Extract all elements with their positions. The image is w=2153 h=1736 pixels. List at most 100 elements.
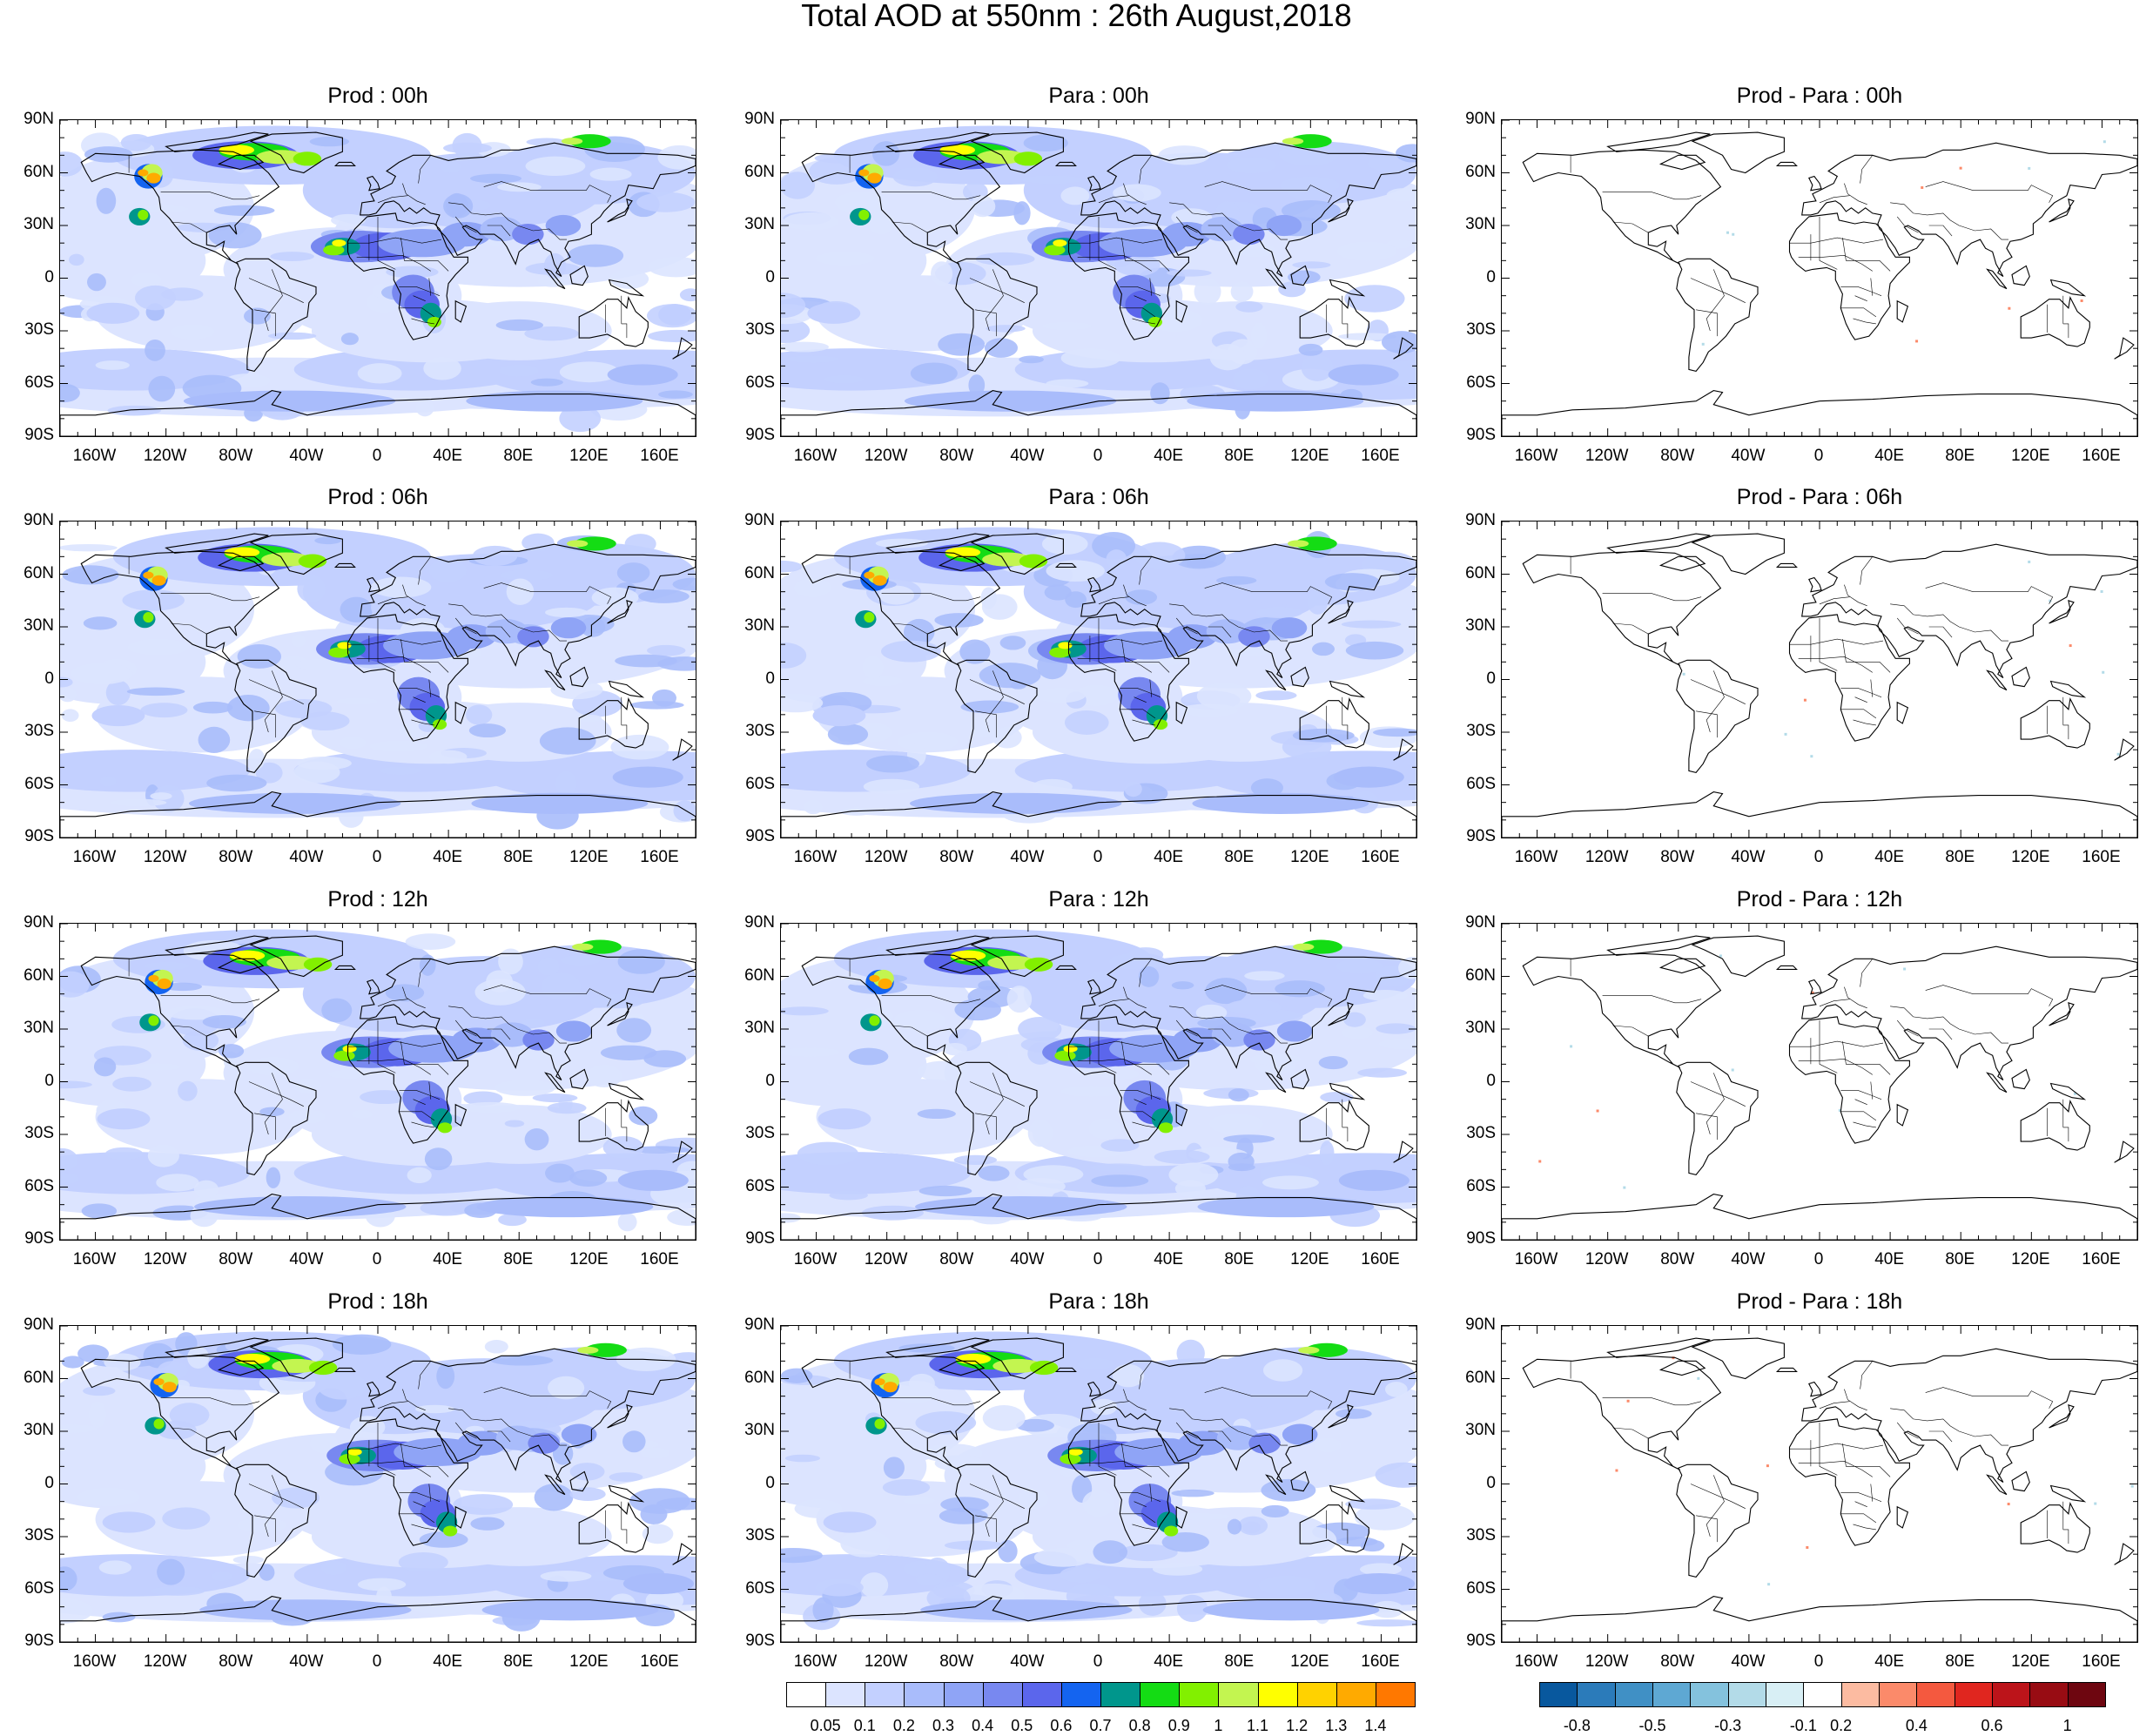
latitude-label: 60S: [745, 774, 775, 793]
country-border: [1842, 1443, 1891, 1477]
longitude-label: 160E: [1361, 1652, 1400, 1671]
aerosol-patch: [1336, 958, 1383, 974]
coastline: [608, 1484, 645, 1503]
colorbar-label: 0.1: [853, 1717, 876, 1734]
aerosol-hotspot: [347, 1448, 362, 1456]
country-border: [1896, 617, 1919, 635]
country-border: [487, 1430, 511, 1443]
coastline: [1986, 670, 2008, 691]
aerosol-patch: [797, 1141, 858, 1166]
aerosol-patch: [1223, 1134, 1275, 1143]
aod-field: [60, 527, 696, 830]
colorbar-swatch: [1296, 1682, 1337, 1707]
map-frame: [1501, 119, 2138, 437]
country-border: [428, 1081, 432, 1100]
country-border: [454, 216, 477, 233]
country-border: [1840, 709, 1877, 719]
country-border: [1854, 696, 1867, 703]
coastline: [1502, 791, 2137, 838]
coastline: [1080, 1348, 1416, 1483]
map-ticks: [781, 1326, 1416, 1642]
coastline: [1393, 1543, 1414, 1565]
longitude-label: 120E: [569, 447, 609, 465]
country-border: [975, 1113, 997, 1141]
aerosol-hotspot: [337, 642, 352, 649]
aerosol-patch: [1065, 591, 1087, 609]
country-border: [402, 183, 426, 205]
coastline: [672, 1543, 693, 1565]
aerosol-hotspot: [1044, 245, 1066, 256]
aerosol-patch: [134, 1063, 181, 1071]
aerosol-patch: [1307, 589, 1329, 615]
coastline: [569, 1068, 589, 1090]
aerosol-hotspot: [457, 1430, 508, 1456]
aerosol-patch: [77, 1344, 110, 1363]
latitude-label: 0: [44, 669, 54, 688]
aerosol-hotspot: [480, 216, 523, 242]
country-border: [1149, 1484, 1153, 1502]
coastline: [1290, 666, 1309, 688]
country-border: [1149, 1081, 1153, 1100]
country-border: [248, 679, 304, 704]
aerosol-patch: [882, 1479, 931, 1496]
aerosol-patch: [60, 1566, 77, 1591]
coastline: [885, 1337, 990, 1358]
aerosol-patch: [88, 1401, 107, 1429]
coastline: [333, 965, 356, 970]
aerosol-patch: [530, 378, 563, 387]
country-border: [1840, 1111, 1877, 1121]
latitude-label: 60S: [24, 1578, 54, 1598]
latitude-label: 30N: [1465, 1421, 1496, 1439]
aerosol-hotspot: [342, 1045, 357, 1053]
aerosol-patch: [1384, 1382, 1408, 1397]
aerosol-hotspot: [1266, 214, 1302, 237]
aerosol-hotspot: [915, 1195, 1127, 1218]
coastline: [360, 1348, 696, 1483]
longitude-label: 120W: [1584, 848, 1629, 866]
aerosol-patch: [1314, 1437, 1342, 1453]
longitude-label: 80W: [939, 848, 974, 866]
latitude-label: 0: [765, 669, 775, 688]
country-border: [1860, 959, 1874, 987]
longitude-label: 0: [1813, 848, 1824, 866]
aerosol-patch: [545, 607, 588, 618]
aerosol-patch: [405, 933, 456, 950]
aerosol-patch: [866, 755, 919, 773]
aerosol-patch: [288, 1109, 326, 1124]
aerosol-patch: [81, 1203, 118, 1219]
longitude-label: 120E: [2011, 1250, 2050, 1268]
aerosol-hotspot: [878, 978, 892, 990]
aerosol-patch: [1027, 1119, 1053, 1147]
aerosol-patch: [617, 1213, 637, 1232]
country-border: [248, 1484, 304, 1509]
aerosol-patch: [60, 1080, 92, 1089]
country-border: [1925, 1387, 2054, 1409]
aerosol-patch: [781, 1006, 829, 1016]
aerosol-hotspot: [1343, 1572, 1415, 1595]
longitude-label: 80E: [1224, 1250, 1255, 1268]
coastline: [1393, 738, 1414, 761]
difference-speck: [1682, 672, 1685, 676]
aerosol-patch: [486, 970, 513, 993]
aerosol-patch: [567, 244, 624, 267]
longitude-label: 160W: [72, 848, 117, 866]
latitude-label: 30S: [24, 1124, 54, 1142]
country-border: [377, 195, 408, 204]
map-frame: [59, 923, 696, 1241]
aerosol-patch: [939, 1507, 988, 1524]
coastline: [885, 935, 990, 956]
latitude-label: 30N: [1465, 1019, 1496, 1037]
aerosol-patch: [968, 374, 986, 396]
map-ticks: [1502, 521, 2137, 838]
map-panel: Para : 00h 90N 60N 30N 0 30S 60S 90S 160W 120W 80W…: [744, 84, 1417, 465]
aerosol-patch: [1354, 1504, 1416, 1531]
longitude-label: 120E: [1290, 1250, 1329, 1268]
aerosol-patch: [656, 1497, 696, 1511]
country-border: [1612, 1427, 1649, 1439]
aerosol-hotspot: [495, 1425, 539, 1450]
colorbar-label: 0.6: [1981, 1717, 2003, 1734]
longitude-label: 120W: [143, 447, 187, 465]
coastline: [544, 670, 566, 691]
aerosol-hotspot: [157, 978, 172, 990]
aerosol-hotspot: [617, 1169, 689, 1191]
